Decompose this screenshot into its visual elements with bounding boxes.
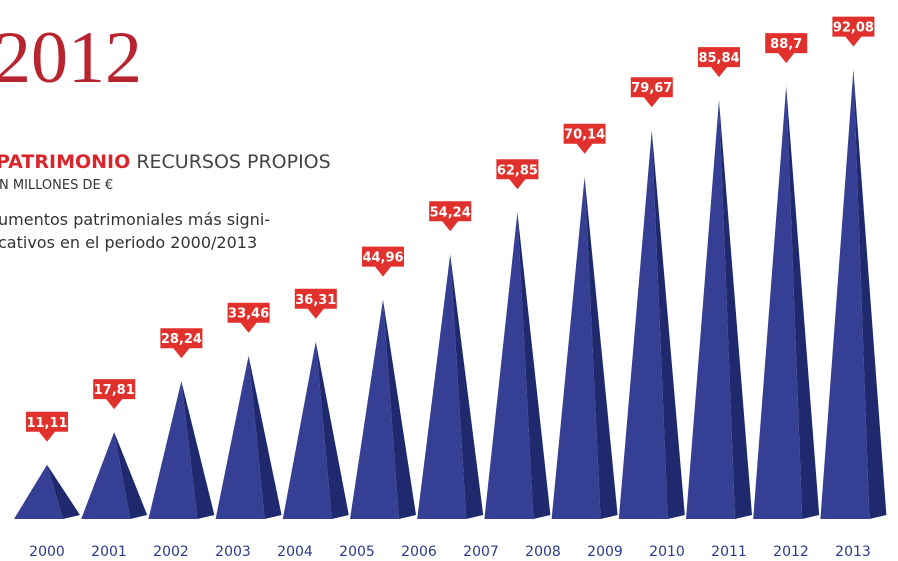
value-label-box bbox=[227, 302, 270, 333]
value-label: 28,24 bbox=[161, 332, 202, 347]
value-label: 17,81 bbox=[94, 383, 135, 398]
value-label-box bbox=[496, 159, 539, 190]
pyramid-shade bbox=[383, 299, 416, 519]
value-label-box bbox=[630, 77, 673, 108]
pyramid-shade bbox=[853, 69, 887, 519]
pyramid-face bbox=[618, 130, 668, 520]
pyramid bbox=[820, 69, 887, 519]
note-line: cativos en el periodo 2000/2013 bbox=[0, 233, 257, 252]
pyramid-shade bbox=[786, 86, 820, 520]
x-tick-label: 2013 bbox=[835, 544, 871, 560]
pyramid-face bbox=[148, 381, 198, 519]
x-tick-label: 2000 bbox=[29, 544, 65, 560]
x-tick-label: 2003 bbox=[215, 544, 251, 560]
pyramid bbox=[215, 355, 282, 519]
pyramid-face bbox=[551, 176, 601, 519]
pyramid-face bbox=[350, 299, 399, 519]
x-tick-label: 2006 bbox=[401, 544, 437, 560]
pyramid bbox=[417, 254, 484, 519]
pyramid-face bbox=[417, 254, 467, 519]
pyramid-face bbox=[215, 355, 265, 519]
x-tick-label: 2007 bbox=[463, 544, 499, 560]
value-label-box bbox=[429, 201, 472, 232]
pyramid-shade bbox=[517, 212, 551, 520]
value-label: 92,08 bbox=[833, 21, 874, 36]
pyramid bbox=[484, 212, 551, 520]
x-tick-label: 2009 bbox=[587, 544, 623, 560]
value-label-box bbox=[563, 123, 606, 154]
value-label: 85,84 bbox=[698, 51, 739, 66]
pyramid-face bbox=[14, 464, 63, 519]
pyramid-face bbox=[753, 86, 803, 520]
pyramid-shade bbox=[450, 254, 484, 519]
note-line: umentos patrimoniales más signi- bbox=[0, 210, 270, 229]
x-tick-label: 2011 bbox=[711, 544, 747, 560]
subtitle: PATRIMONIO RECURSOS PROPIOS bbox=[0, 151, 331, 173]
value-label: 54,24 bbox=[430, 205, 471, 220]
value-label-box bbox=[832, 16, 875, 47]
x-tick-label: 2008 bbox=[525, 544, 561, 560]
value-label: 62,85 bbox=[497, 163, 538, 178]
value-label: 88,7 bbox=[770, 37, 802, 52]
pyramid bbox=[686, 100, 752, 519]
x-tick-label: 2005 bbox=[339, 544, 375, 560]
pyramid-shade bbox=[181, 381, 215, 519]
x-tick-label: 2012 bbox=[773, 544, 809, 560]
pyramid bbox=[551, 176, 618, 519]
value-label: 70,14 bbox=[564, 128, 605, 143]
pyramid bbox=[753, 86, 820, 520]
value-label: 33,46 bbox=[228, 307, 269, 322]
x-tick-label: 2010 bbox=[649, 544, 685, 560]
subtitle-bold: PATRIMONIO bbox=[0, 151, 130, 173]
value-label-box bbox=[26, 411, 68, 442]
chart-title: 2012 bbox=[0, 17, 142, 99]
pyramid-face bbox=[282, 341, 332, 519]
pyramid-face bbox=[81, 432, 131, 519]
pyramid bbox=[14, 464, 80, 519]
pyramid-face bbox=[820, 69, 870, 519]
value-label: 79,67 bbox=[631, 81, 672, 96]
value-label-box bbox=[698, 47, 740, 78]
value-label-box bbox=[362, 246, 404, 277]
unit-label: N MILLONES DE € bbox=[0, 178, 113, 193]
value-label-box bbox=[294, 288, 337, 319]
value-label-box bbox=[765, 33, 808, 64]
pyramid bbox=[148, 381, 215, 519]
pyramid-shade bbox=[719, 100, 752, 519]
value-label-box bbox=[160, 328, 203, 359]
value-label-box bbox=[93, 379, 136, 410]
pyramid bbox=[618, 130, 685, 520]
value-label: 11,11 bbox=[26, 416, 67, 431]
pyramid-shade bbox=[584, 176, 618, 519]
pyramid bbox=[282, 341, 349, 519]
pyramid-shade bbox=[248, 355, 282, 519]
pyramid-shade bbox=[315, 341, 349, 519]
subtitle-rest: RECURSOS PROPIOS bbox=[136, 151, 330, 173]
x-tick-label: 2004 bbox=[277, 544, 313, 560]
x-tick-label: 2001 bbox=[91, 544, 127, 560]
pyramid bbox=[81, 432, 148, 519]
pyramid-shade bbox=[651, 130, 685, 520]
pyramid-shade bbox=[114, 432, 148, 519]
pyramid bbox=[350, 299, 416, 519]
pyramid-shade bbox=[47, 464, 80, 519]
pyramid-face bbox=[686, 100, 735, 519]
x-tick-label: 2002 bbox=[153, 544, 189, 560]
value-label: 44,96 bbox=[362, 251, 403, 266]
pyramid-face bbox=[484, 212, 534, 520]
value-label: 36,31 bbox=[295, 293, 336, 308]
